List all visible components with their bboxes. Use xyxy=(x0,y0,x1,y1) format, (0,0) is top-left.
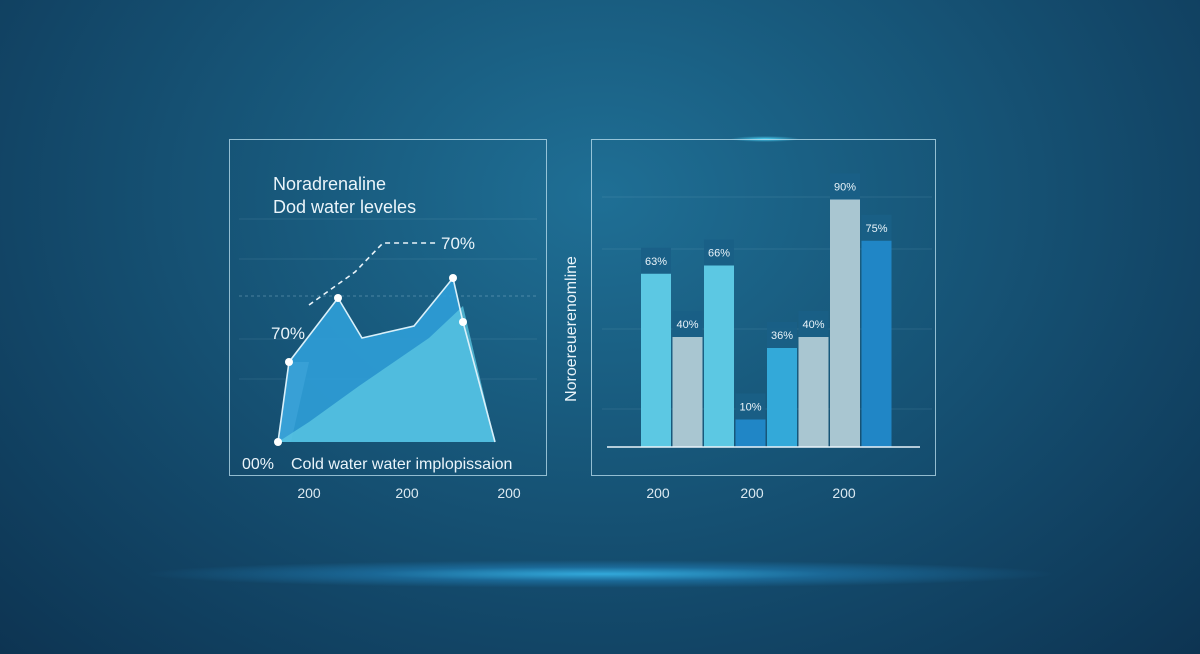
area-chart-panel xyxy=(229,139,547,476)
bar-chart-series: 63% 40% 66% 10% 36% 40% 90% 75% xyxy=(641,173,892,447)
bar xyxy=(641,273,671,447)
x-tick-label: 200 xyxy=(832,485,856,501)
x-tick-label: 200 xyxy=(740,485,764,501)
area-data-point xyxy=(274,438,282,446)
area-series-2 xyxy=(278,306,495,442)
bar xyxy=(861,240,892,447)
bar-data-label: 63% xyxy=(645,256,667,268)
bar xyxy=(830,199,860,447)
chart-subtitle: Dod water leveles xyxy=(273,197,416,217)
annotation-top: 70% xyxy=(441,234,475,253)
annotation-left: 70% xyxy=(271,324,305,343)
area-chart: Noradrenaline Dod water leveles 70% 70% … xyxy=(239,174,537,501)
bar-data-label: 66% xyxy=(708,248,730,260)
chart-title: Noradrenaline xyxy=(273,174,386,194)
bar-data-label: 36% xyxy=(771,330,793,342)
area-chart-series xyxy=(274,274,496,446)
bar-data-label: 75% xyxy=(865,223,887,235)
bar-chart-panel xyxy=(591,139,936,476)
bar-data-label: 40% xyxy=(802,319,824,331)
bar xyxy=(704,265,734,447)
area-data-point xyxy=(334,294,342,302)
bar xyxy=(735,419,766,447)
bar-chart-x-ticks: 200 200 200 xyxy=(646,485,856,501)
x-tick-label: 200 xyxy=(395,485,419,501)
bar-label-tab xyxy=(767,322,797,348)
bar-label-tab xyxy=(830,173,860,200)
bar-label-tab xyxy=(704,239,734,266)
x-tick-label: 200 xyxy=(646,485,670,501)
trend-dashed-line xyxy=(308,242,439,306)
x-tick-label: 200 xyxy=(497,485,521,501)
bar-label-tab xyxy=(798,311,829,337)
bar-chart: Noroereuerenomline 63% 40% 66% 10% 36% 40% 90%… xyxy=(563,173,932,501)
bar xyxy=(672,337,703,447)
bar-label-tab xyxy=(641,247,671,274)
annotation-zero: 00% xyxy=(242,456,274,473)
x-tick-label: 200 xyxy=(297,485,321,501)
area-data-point xyxy=(459,318,467,326)
area-chart-x-ticks: 200 200 200 xyxy=(297,485,521,501)
bar-label-tab xyxy=(735,393,766,420)
bar-label-tab xyxy=(672,311,703,337)
area-data-point xyxy=(449,274,457,282)
area-series-1-outline xyxy=(277,276,496,443)
bar xyxy=(798,337,829,447)
bar-data-label: 40% xyxy=(676,319,698,331)
bar-label-tab xyxy=(861,214,892,241)
bar-data-label: 90% xyxy=(834,182,856,194)
area-chart-caption: Cold water water implopissaion xyxy=(291,456,512,473)
bar-data-label: 10% xyxy=(739,402,761,414)
bar xyxy=(767,348,797,447)
area-data-point xyxy=(285,358,293,366)
bottom-light-glow xyxy=(140,560,1060,588)
bar-chart-y-label: Noroereuerenomline xyxy=(563,256,580,402)
